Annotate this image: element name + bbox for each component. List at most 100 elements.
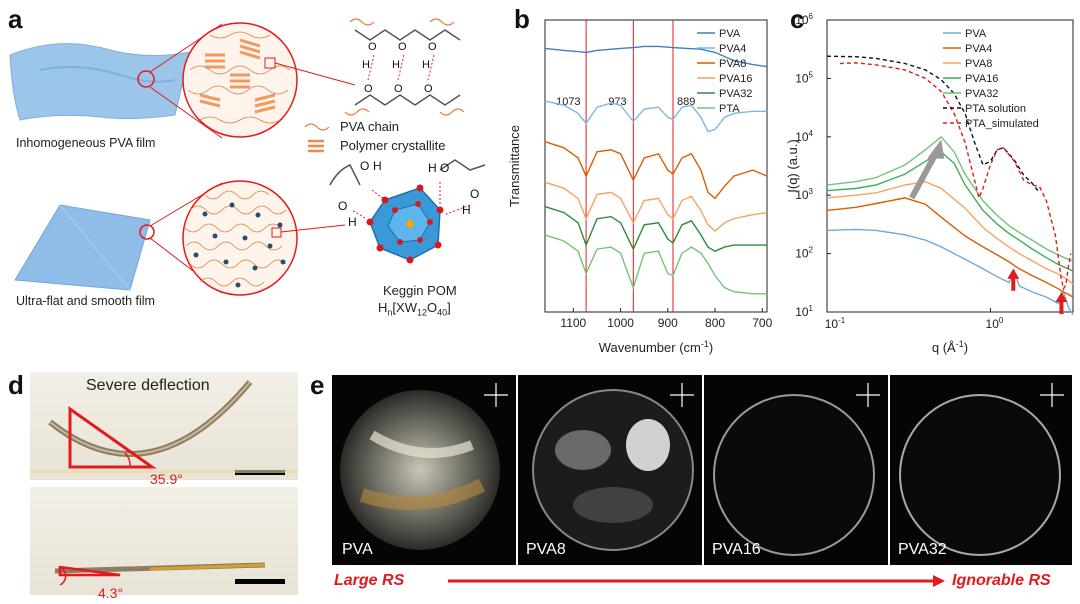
legend-entry: PVA8: [965, 58, 992, 70]
legend-entry: PTA: [719, 103, 740, 115]
series-line: [839, 62, 1072, 291]
atom-H: H: [392, 59, 400, 71]
series-line: [544, 205, 767, 252]
legend-polymer-crystallite: Polymer crystallite: [340, 138, 446, 153]
legend-entry: PTA solution: [965, 103, 1026, 115]
atom-O: O: [440, 161, 449, 175]
x-axis-label: q (Å-1): [932, 339, 968, 355]
series-line: [544, 100, 767, 133]
deflection-title: Severe deflection: [86, 377, 210, 394]
atom-O: O: [424, 83, 433, 95]
deflection-angle-2: 4.3°: [98, 585, 124, 601]
atom-H: H: [462, 203, 471, 217]
atom-H: H: [348, 215, 357, 229]
atom-H: H: [428, 161, 437, 175]
y-tick-label: 105: [795, 70, 813, 85]
atom-O: O: [364, 83, 373, 95]
atom-O: O: [398, 41, 407, 53]
x-tick-label: 700: [752, 316, 772, 330]
caption-ignorable-rs: Ignorable RS: [952, 572, 1051, 589]
pom-title: Keggin POM: [383, 283, 457, 298]
y-axis-label: I(q) (a.u.): [785, 139, 800, 192]
panel-c-label: c: [790, 4, 805, 34]
x-tick-label: 1100: [560, 316, 586, 330]
series-line: [544, 45, 768, 68]
caption-large-rs: Large RS: [334, 572, 405, 589]
y-axis-label: Transmittance: [507, 125, 522, 207]
deflection-photo-bottom: [30, 487, 298, 595]
legend-entry: PVA16: [965, 73, 998, 85]
inhomogeneous-film-shape: [9, 43, 191, 121]
deflection-angle-1: 35.9°: [150, 471, 183, 487]
legend-pva-chain: PVA chain: [340, 119, 400, 134]
series-line: [826, 55, 1041, 194]
atom-H: H: [422, 59, 430, 71]
legend-entry: PVA: [965, 28, 987, 40]
atom-O: O: [368, 41, 377, 53]
atom-O: O: [338, 199, 347, 213]
sample-label-pva32: PVA32: [898, 541, 947, 558]
trend-arrow: [909, 152, 938, 200]
panel-a-label: a: [8, 4, 23, 34]
pom-formula: Hn[XW12O40]: [378, 300, 451, 318]
legend-entry: PVA4: [965, 43, 992, 55]
atom-H: H: [373, 159, 382, 173]
atom-O: O: [394, 83, 403, 95]
film1-caption: Inhomogeneous PVA film: [16, 136, 156, 150]
panel-e-label: e: [310, 370, 325, 400]
atom-O: O: [428, 41, 437, 53]
legend-entry: PTA_simulated: [965, 118, 1039, 130]
reference-label: 1073: [556, 96, 580, 108]
sample-label-pva8: PVA8: [526, 541, 566, 558]
panel-b-label: b: [514, 4, 530, 34]
y-tick-label: 106: [795, 12, 813, 27]
film2-caption: Ultra-flat and smooth film: [16, 294, 155, 308]
panel-d-label: d: [8, 370, 24, 400]
series-line: [826, 197, 1074, 298]
series-line: [826, 151, 1074, 272]
trend-arrow-head: [927, 139, 945, 159]
plot-frame: [826, 19, 1074, 313]
legend-entry: PVA8: [719, 58, 746, 70]
x-tick-label: 10-1: [825, 316, 846, 331]
legend-entry: PVA32: [719, 88, 752, 100]
y-tick-label: 101: [795, 304, 813, 319]
plot-frame: [544, 19, 768, 313]
legend-entry: PVA4: [719, 43, 746, 55]
atom-O: O: [360, 159, 369, 173]
legend-entry: PVA32: [965, 88, 998, 100]
x-tick-label: 1000: [607, 316, 634, 330]
x-tick-label: 800: [705, 316, 725, 330]
legend-entry: PVA16: [719, 73, 752, 85]
atom-H: H: [362, 59, 370, 71]
photo-pva16: [704, 375, 888, 565]
x-tick-label: 100: [986, 316, 1004, 331]
reference-label: 973: [608, 96, 626, 108]
photo-pva8: [518, 375, 702, 565]
atom-O: O: [470, 187, 479, 201]
photo-pva: [332, 375, 516, 565]
sample-label-pva: PVA: [342, 541, 373, 558]
x-axis-label: Wavenumber (cm-1): [599, 339, 713, 355]
peak-arrow-head: [1055, 292, 1068, 303]
sample-label-pva16: PVA16: [712, 541, 761, 558]
panel-a-schematic: O O O H H H O O O: [9, 18, 486, 296]
series-line: [544, 234, 767, 295]
polarized-photo-strip: PVA PVA8 PVA16 PVA32: [332, 375, 1072, 565]
series-line: [544, 181, 768, 232]
dispersed-magnified-circle: [182, 180, 298, 296]
y-tick-label: 102: [795, 246, 813, 261]
peak-arrow-head: [1007, 268, 1020, 279]
x-tick-label: 900: [658, 316, 678, 330]
deflection-photo-top: [30, 372, 298, 480]
series-line: [826, 135, 1074, 262]
series-line: [544, 141, 768, 200]
legend-entry: PVA: [719, 28, 741, 40]
photo-pva32: [890, 375, 1072, 565]
flat-film-shape: [14, 204, 151, 291]
keggin-pom-cluster: [366, 184, 444, 264]
series-line: [826, 180, 1074, 285]
trend-arrow: [448, 575, 945, 587]
